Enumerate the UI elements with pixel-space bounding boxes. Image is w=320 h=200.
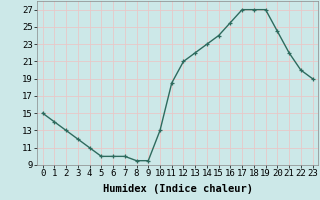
X-axis label: Humidex (Indice chaleur): Humidex (Indice chaleur)	[103, 184, 252, 194]
